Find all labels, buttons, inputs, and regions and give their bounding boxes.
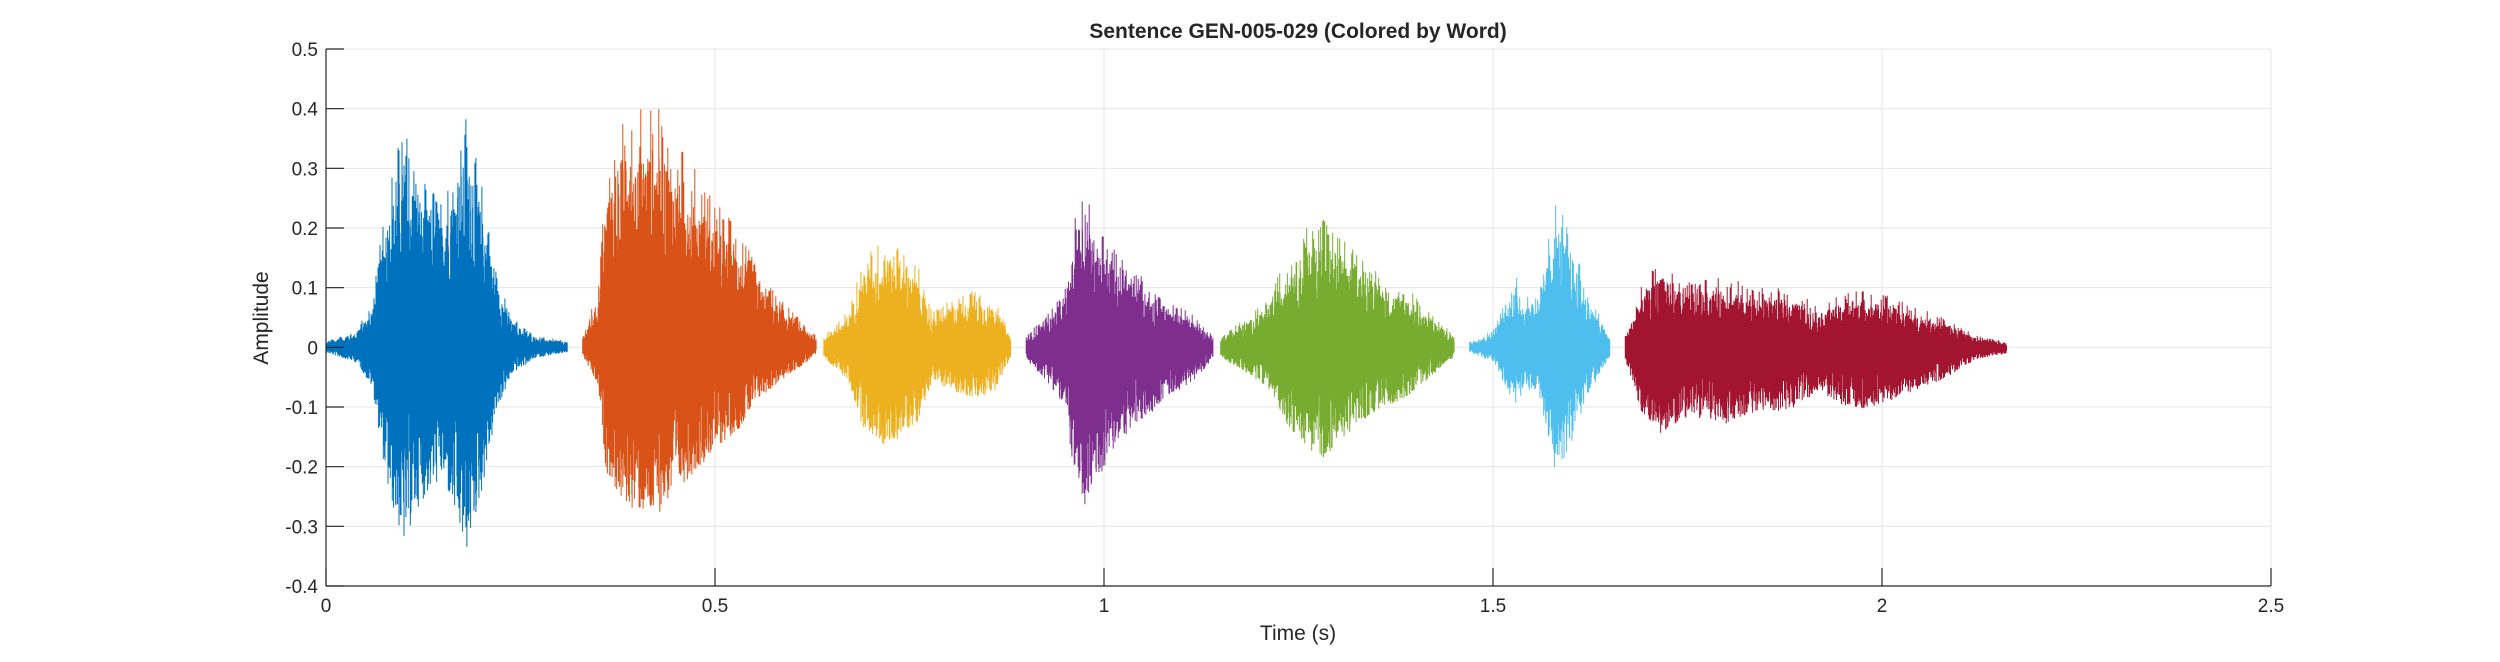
y-tick-label: 0.4 <box>292 100 319 121</box>
x-tick-label: 1 <box>1099 596 1110 617</box>
word-segment-6 <box>1469 205 1611 468</box>
y-tick-label: 0 <box>307 338 318 359</box>
x-tick-label: 1.5 <box>1480 596 1506 617</box>
waveform-series <box>325 109 2007 547</box>
axes: 0 0.5 1 1.5 2 2.5 -0.4 -0.3 -0.2 -0.1 0 0.1 0.2 0.3 0.… <box>285 40 2284 617</box>
x-tick-label: 0.5 <box>702 596 728 617</box>
word-segment-4 <box>1025 201 1214 505</box>
word-segment-5 <box>1220 219 1455 458</box>
y-tick-label: -0.3 <box>285 517 318 538</box>
x-tick-label: 2 <box>1877 596 1888 617</box>
y-axis-title: Amplitude <box>250 271 273 364</box>
y-tick-label: 0.1 <box>292 279 318 300</box>
word-segment-7 <box>1624 269 2007 433</box>
y-tick-label: -0.4 <box>285 577 318 598</box>
x-tick-label: 2.5 <box>2258 596 2284 617</box>
y-tick-label: -0.1 <box>285 398 318 419</box>
word-segment-2 <box>582 109 817 512</box>
y-tick-label: 0.3 <box>292 159 318 180</box>
x-axis-title: Time (s) <box>1260 622 1336 645</box>
y-tick-label: 0.2 <box>292 219 318 240</box>
x-tick-label: 0 <box>321 596 332 617</box>
word-segment-3 <box>823 245 1012 445</box>
y-tick-label: -0.2 <box>285 458 318 479</box>
y-tick-label: 0.5 <box>292 40 318 61</box>
chart-title: Sentence GEN-005-029 (Colored by Word) <box>1089 20 1506 43</box>
